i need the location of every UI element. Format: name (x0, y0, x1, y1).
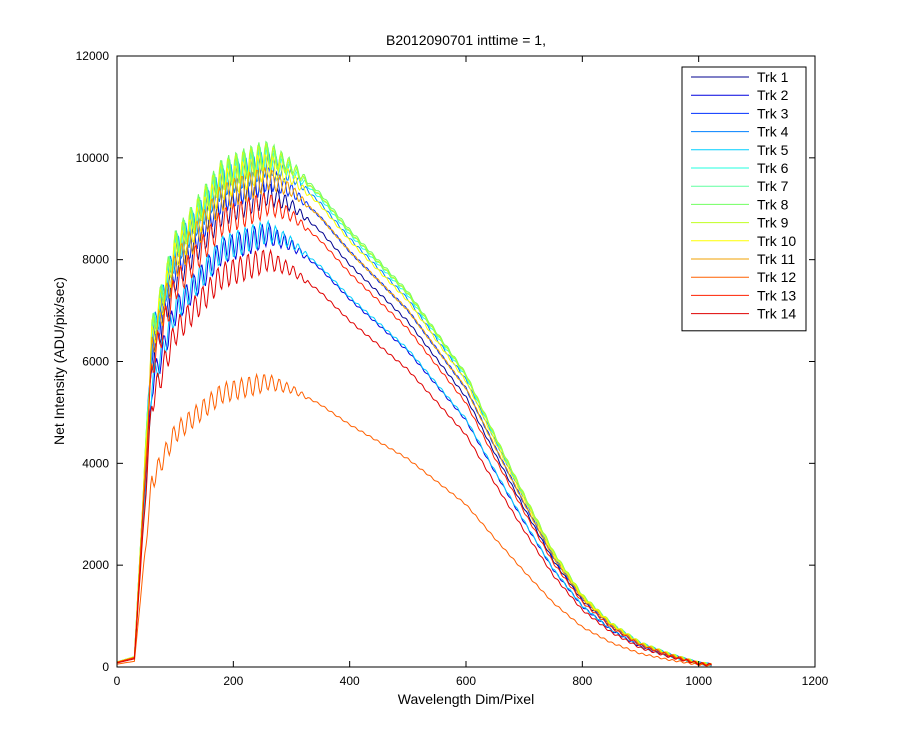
legend-label: Trk 4 (757, 124, 789, 140)
chart-title: B2012090701 inttime = 1, (386, 32, 546, 48)
legend-label: Trk 9 (757, 215, 789, 231)
legend-label: Trk 7 (757, 178, 789, 194)
legend-label: Trk 3 (757, 105, 789, 121)
legend: Trk 1 Trk 2 Trk 3 Trk 4 Trk 5 Trk 6 Trk 7 Trk 8… (681, 66, 807, 332)
y-tick-label: 0 (102, 660, 109, 674)
legend-label: Trk 12 (757, 269, 796, 285)
x-tick-label: 400 (340, 674, 360, 688)
series-line-trk-12 (116, 372, 712, 667)
y-tick-label: 10000 (76, 151, 110, 165)
x-tick-label: 200 (223, 674, 243, 688)
legend-label: Trk 6 (757, 160, 789, 176)
y-tick-label: 12000 (76, 49, 110, 63)
legend-label: Trk 5 (757, 142, 789, 158)
series-layer (116, 140, 712, 667)
y-tick-label: 2000 (82, 558, 109, 572)
x-axis-ticks: 0 200 400 600 800 1000 1200 (114, 56, 829, 688)
x-tick-label: 0 (114, 674, 121, 688)
y-axis-label: Net Intensity (ADU/pix/sec) (51, 277, 67, 445)
x-tick-label: 1200 (802, 674, 829, 688)
x-axis-label: Wavelength Dim/Pixel (398, 691, 534, 707)
x-tick-label: 800 (572, 674, 592, 688)
series-line-trk-11 (116, 167, 712, 666)
legend-label: Trk 11 (757, 251, 795, 267)
series-line-trk-14 (116, 248, 712, 667)
legend-label: Trk 13 (757, 287, 796, 303)
y-tick-label: 4000 (82, 456, 109, 470)
legend-label: Trk 14 (757, 306, 796, 322)
legend-label: Trk 8 (757, 196, 789, 212)
series-line-trk-4 (116, 150, 712, 667)
series-line-trk-13 (116, 192, 712, 666)
series-line-trk-5 (116, 219, 712, 667)
y-tick-label: 8000 (82, 253, 109, 267)
x-tick-label: 600 (456, 674, 476, 688)
y-tick-label: 6000 (82, 355, 109, 369)
series-line-trk-10 (116, 154, 712, 666)
legend-label: Trk 1 (757, 69, 789, 85)
y-axis-ticks: 0 2000 4000 6000 8000 10000 12000 (76, 49, 815, 674)
legend-box (681, 66, 807, 332)
legend-label: Trk 2 (757, 87, 789, 103)
x-tick-label: 1000 (685, 674, 712, 688)
legend-label: Trk 10 (757, 233, 796, 249)
